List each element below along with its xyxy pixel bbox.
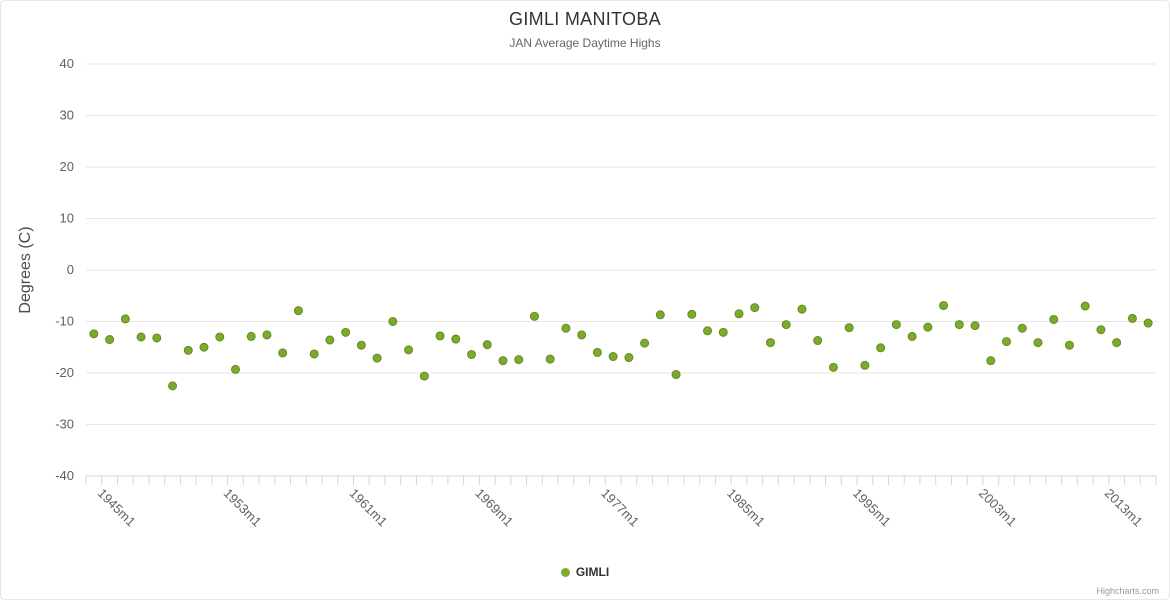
data-point[interactable] <box>923 322 933 332</box>
data-point[interactable] <box>860 360 870 370</box>
data-point[interactable] <box>1049 314 1059 324</box>
data-point[interactable] <box>230 364 240 374</box>
data-point[interactable] <box>372 353 382 363</box>
credits-link[interactable]: Highcharts.com <box>1096 586 1159 596</box>
data-point[interactable] <box>246 331 256 341</box>
data-point[interactable] <box>309 349 319 359</box>
data-point[interactable] <box>451 334 461 344</box>
data-point[interactable] <box>671 370 681 380</box>
data-point[interactable] <box>199 342 209 352</box>
data-point[interactable] <box>939 301 949 311</box>
y-axis-tick-label: -20 <box>55 365 74 380</box>
data-point[interactable] <box>388 317 398 326</box>
data-point[interactable] <box>1127 313 1137 323</box>
data-point[interactable] <box>844 323 854 333</box>
x-axis-tick-label: 1985m1 <box>724 486 768 530</box>
data-point[interactable] <box>482 340 492 350</box>
data-point[interactable] <box>1002 337 1012 347</box>
data-point[interactable] <box>293 306 303 316</box>
y-axis-tick-label: 40 <box>60 56 74 71</box>
y-axis-tick-label: 10 <box>60 211 74 226</box>
data-point[interactable] <box>262 330 272 340</box>
data-point[interactable] <box>655 310 665 320</box>
data-point[interactable] <box>325 335 335 345</box>
legend-marker-icon <box>560 567 570 577</box>
data-point[interactable] <box>640 338 650 348</box>
data-point[interactable] <box>970 321 980 331</box>
data-point[interactable] <box>278 348 288 358</box>
data-point[interactable] <box>136 332 146 342</box>
legend-item-gimli[interactable]: GIMLI <box>1 565 1169 579</box>
y-axis-tick-label: 30 <box>60 108 74 123</box>
data-point[interactable] <box>561 323 571 333</box>
data-point[interactable] <box>797 304 807 314</box>
data-point[interactable] <box>891 320 901 330</box>
data-point[interactable] <box>1017 323 1027 333</box>
y-axis-tick-label: -30 <box>55 417 74 432</box>
data-point[interactable] <box>514 355 524 365</box>
data-point[interactable] <box>1112 338 1122 348</box>
data-point[interactable] <box>341 327 351 337</box>
data-point[interactable] <box>105 335 115 345</box>
x-axis-tick-label: 2003m1 <box>976 486 1020 530</box>
y-axis-tick-label: 20 <box>60 159 74 174</box>
data-point[interactable] <box>1064 340 1074 350</box>
data-point[interactable] <box>577 330 587 340</box>
data-point[interactable] <box>765 338 775 348</box>
data-point[interactable] <box>687 309 697 319</box>
x-axis-tick-label: 1995m1 <box>850 486 894 530</box>
data-point[interactable] <box>545 354 555 364</box>
data-point[interactable] <box>498 356 508 366</box>
legend-label: GIMLI <box>575 565 610 579</box>
data-point[interactable] <box>954 320 964 330</box>
data-point[interactable] <box>404 345 414 355</box>
x-axis-tick-label: 1953m1 <box>221 486 265 530</box>
data-point[interactable] <box>1033 338 1043 348</box>
data-point[interactable] <box>435 331 445 341</box>
data-point[interactable] <box>703 326 713 336</box>
data-point[interactable] <box>215 332 225 342</box>
chart-subtitle: JAN Average Daytime Highs <box>509 36 661 50</box>
x-axis-tick-label: 1945m1 <box>95 486 139 530</box>
data-point[interactable] <box>1080 301 1090 311</box>
data-point[interactable] <box>907 331 917 341</box>
data-point[interactable] <box>120 314 130 324</box>
data-point[interactable] <box>592 347 602 357</box>
x-axis-tick-label: 1977m1 <box>598 486 642 530</box>
data-point[interactable] <box>419 371 429 381</box>
data-point[interactable] <box>467 349 477 359</box>
data-point[interactable] <box>168 381 178 391</box>
x-axis-tick-label: 1969m1 <box>472 486 516 530</box>
data-point[interactable] <box>828 362 838 372</box>
y-axis-tick-label: 0 <box>67 262 74 277</box>
data-point[interactable] <box>876 343 886 353</box>
data-point[interactable] <box>624 353 634 363</box>
data-point[interactable] <box>813 336 823 346</box>
data-point[interactable] <box>529 311 539 321</box>
data-point[interactable] <box>1143 318 1153 328</box>
x-axis-tick-label: 2013m1 <box>1102 486 1146 530</box>
chart-title: GIMLI MANITOBA <box>509 9 661 29</box>
data-point[interactable] <box>152 333 162 343</box>
data-point[interactable] <box>89 329 99 339</box>
data-point[interactable] <box>781 320 791 330</box>
data-point[interactable] <box>183 345 193 355</box>
data-point[interactable] <box>356 340 366 350</box>
y-axis-tick-label: -40 <box>55 468 74 483</box>
x-axis-tick-label: 1961m1 <box>347 486 391 530</box>
data-point[interactable] <box>986 356 996 366</box>
y-axis-tick-label: -10 <box>55 314 74 329</box>
data-point[interactable] <box>1096 325 1106 335</box>
data-point[interactable] <box>608 352 618 362</box>
data-point[interactable] <box>734 309 744 319</box>
data-point[interactable] <box>718 327 728 337</box>
data-point[interactable] <box>750 303 760 313</box>
